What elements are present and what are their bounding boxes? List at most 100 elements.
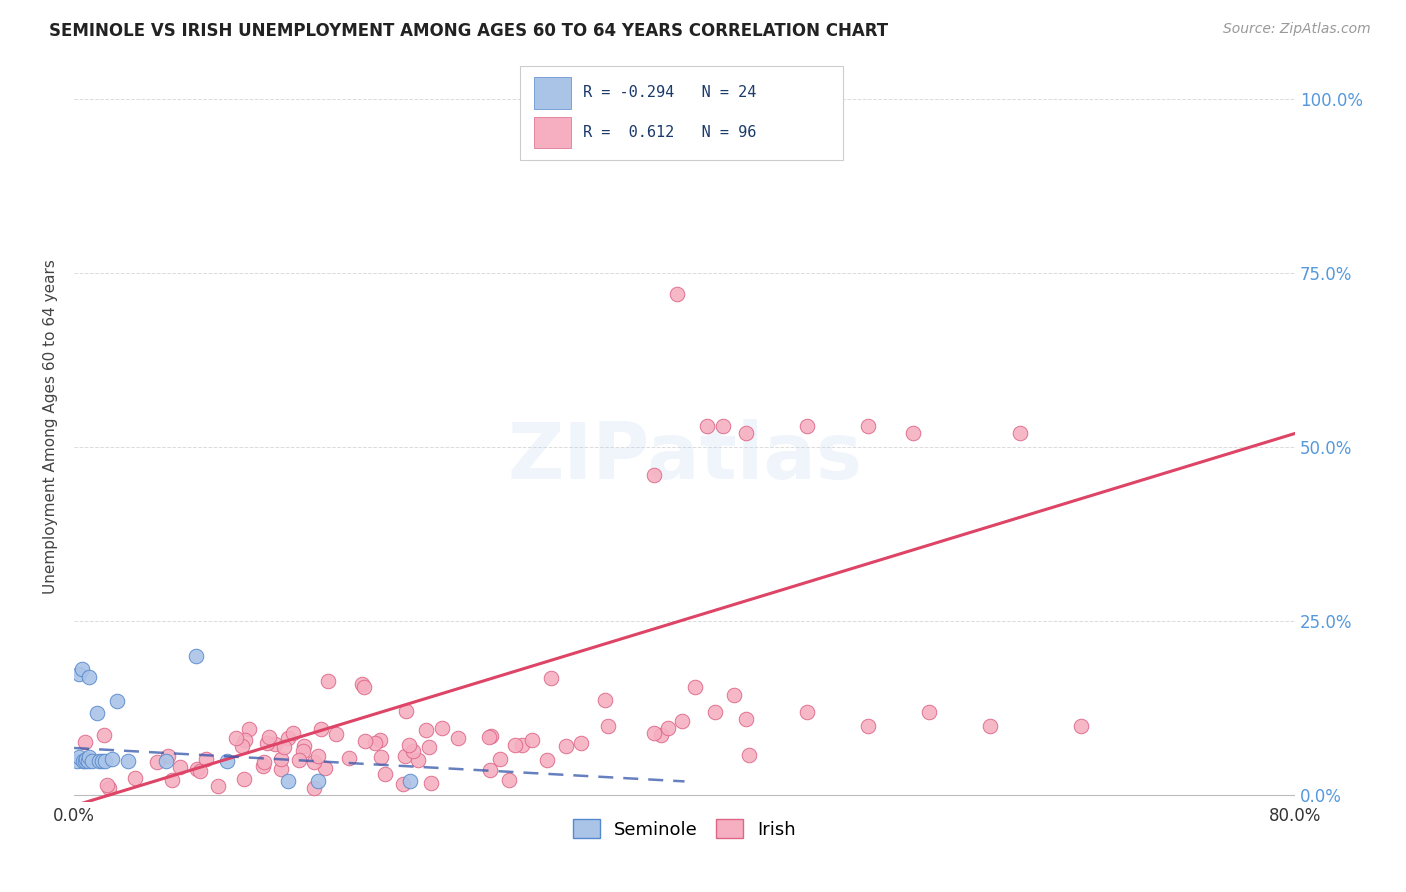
Point: [70, 662, 93, 676]
Point: [318, 674, 340, 689]
Point: [292, 739, 315, 753]
Point: [696, 419, 718, 434]
Point: [67, 750, 90, 764]
Point: [979, 719, 1001, 733]
Point: [225, 731, 247, 746]
Point: [82, 754, 104, 768]
Point: [392, 777, 415, 791]
Point: [723, 689, 745, 703]
Point: [398, 739, 420, 753]
Text: R = -0.294   N = 24: R = -0.294 N = 24: [583, 86, 756, 100]
Point: [711, 419, 734, 434]
Point: [665, 287, 688, 301]
Point: [270, 762, 292, 776]
Point: [337, 751, 360, 765]
Point: [270, 751, 292, 765]
Point: [478, 731, 501, 745]
Point: [207, 779, 229, 793]
Point: [671, 714, 693, 728]
Text: SEMINOLE VS IRISH UNEMPLOYMENT AMONG AGES 60 TO 64 YEARS CORRELATION CHART: SEMINOLE VS IRISH UNEMPLOYMENT AMONG AGE…: [49, 22, 889, 40]
Point: [277, 731, 299, 746]
Point: [186, 649, 208, 664]
Point: [734, 426, 756, 441]
Point: [685, 681, 707, 695]
Point: [498, 772, 520, 787]
Text: ZIPatlas: ZIPatlas: [508, 418, 862, 494]
Point: [420, 775, 443, 789]
Point: [643, 725, 665, 739]
Point: [73, 754, 96, 768]
Point: [87, 754, 110, 768]
Point: [302, 756, 325, 770]
Point: [256, 736, 278, 750]
Point: [734, 712, 756, 726]
Point: [155, 754, 177, 768]
Point: [93, 754, 115, 768]
Point: [704, 705, 727, 719]
Point: [643, 468, 665, 483]
Point: [903, 426, 925, 441]
Point: [98, 781, 121, 796]
Point: [307, 774, 329, 789]
Point: [593, 693, 616, 707]
Text: R =  0.612   N = 96: R = 0.612 N = 96: [583, 125, 756, 140]
Point: [169, 760, 191, 774]
Point: [598, 719, 620, 733]
Point: [253, 755, 276, 769]
Point: [479, 763, 502, 777]
Point: [231, 739, 253, 753]
Point: [281, 725, 304, 739]
FancyBboxPatch shape: [520, 66, 844, 160]
Point: [415, 723, 437, 737]
Point: [90, 754, 112, 768]
Point: [520, 732, 543, 747]
Point: [418, 739, 440, 754]
Point: [232, 772, 254, 786]
Point: [252, 759, 274, 773]
Point: [66, 754, 89, 768]
Point: [796, 705, 818, 719]
Point: [238, 722, 260, 736]
Point: [503, 738, 526, 752]
Point: [156, 748, 179, 763]
Point: [215, 754, 238, 768]
Point: [195, 752, 218, 766]
Point: [370, 732, 392, 747]
Point: [309, 722, 332, 736]
Point: [447, 731, 470, 746]
Point: [79, 670, 101, 684]
Point: [75, 735, 97, 749]
Point: [190, 764, 212, 778]
Point: [406, 753, 429, 767]
Point: [796, 419, 818, 434]
Point: [479, 729, 502, 743]
Point: [325, 726, 347, 740]
Point: [430, 721, 453, 735]
Point: [657, 721, 679, 735]
Point: [398, 774, 420, 789]
Point: [1010, 426, 1032, 441]
Point: [233, 732, 256, 747]
Legend: Seminole, Irish: Seminole, Irish: [565, 812, 803, 846]
Point: [353, 733, 375, 747]
Point: [93, 728, 115, 742]
Point: [510, 738, 533, 752]
FancyBboxPatch shape: [534, 77, 571, 109]
Point: [96, 778, 118, 792]
Point: [544, 92, 567, 106]
Point: [402, 744, 425, 758]
Point: [117, 754, 139, 768]
Point: [307, 749, 329, 764]
Point: [536, 753, 558, 767]
Point: [540, 671, 562, 685]
Point: [86, 706, 108, 721]
Point: [394, 748, 416, 763]
Point: [72, 754, 94, 768]
Text: Source: ZipAtlas.com: Source: ZipAtlas.com: [1223, 22, 1371, 37]
Point: [350, 677, 373, 691]
Point: [353, 681, 375, 695]
Point: [489, 752, 512, 766]
Point: [160, 773, 183, 788]
Point: [76, 754, 98, 768]
Point: [186, 762, 208, 776]
